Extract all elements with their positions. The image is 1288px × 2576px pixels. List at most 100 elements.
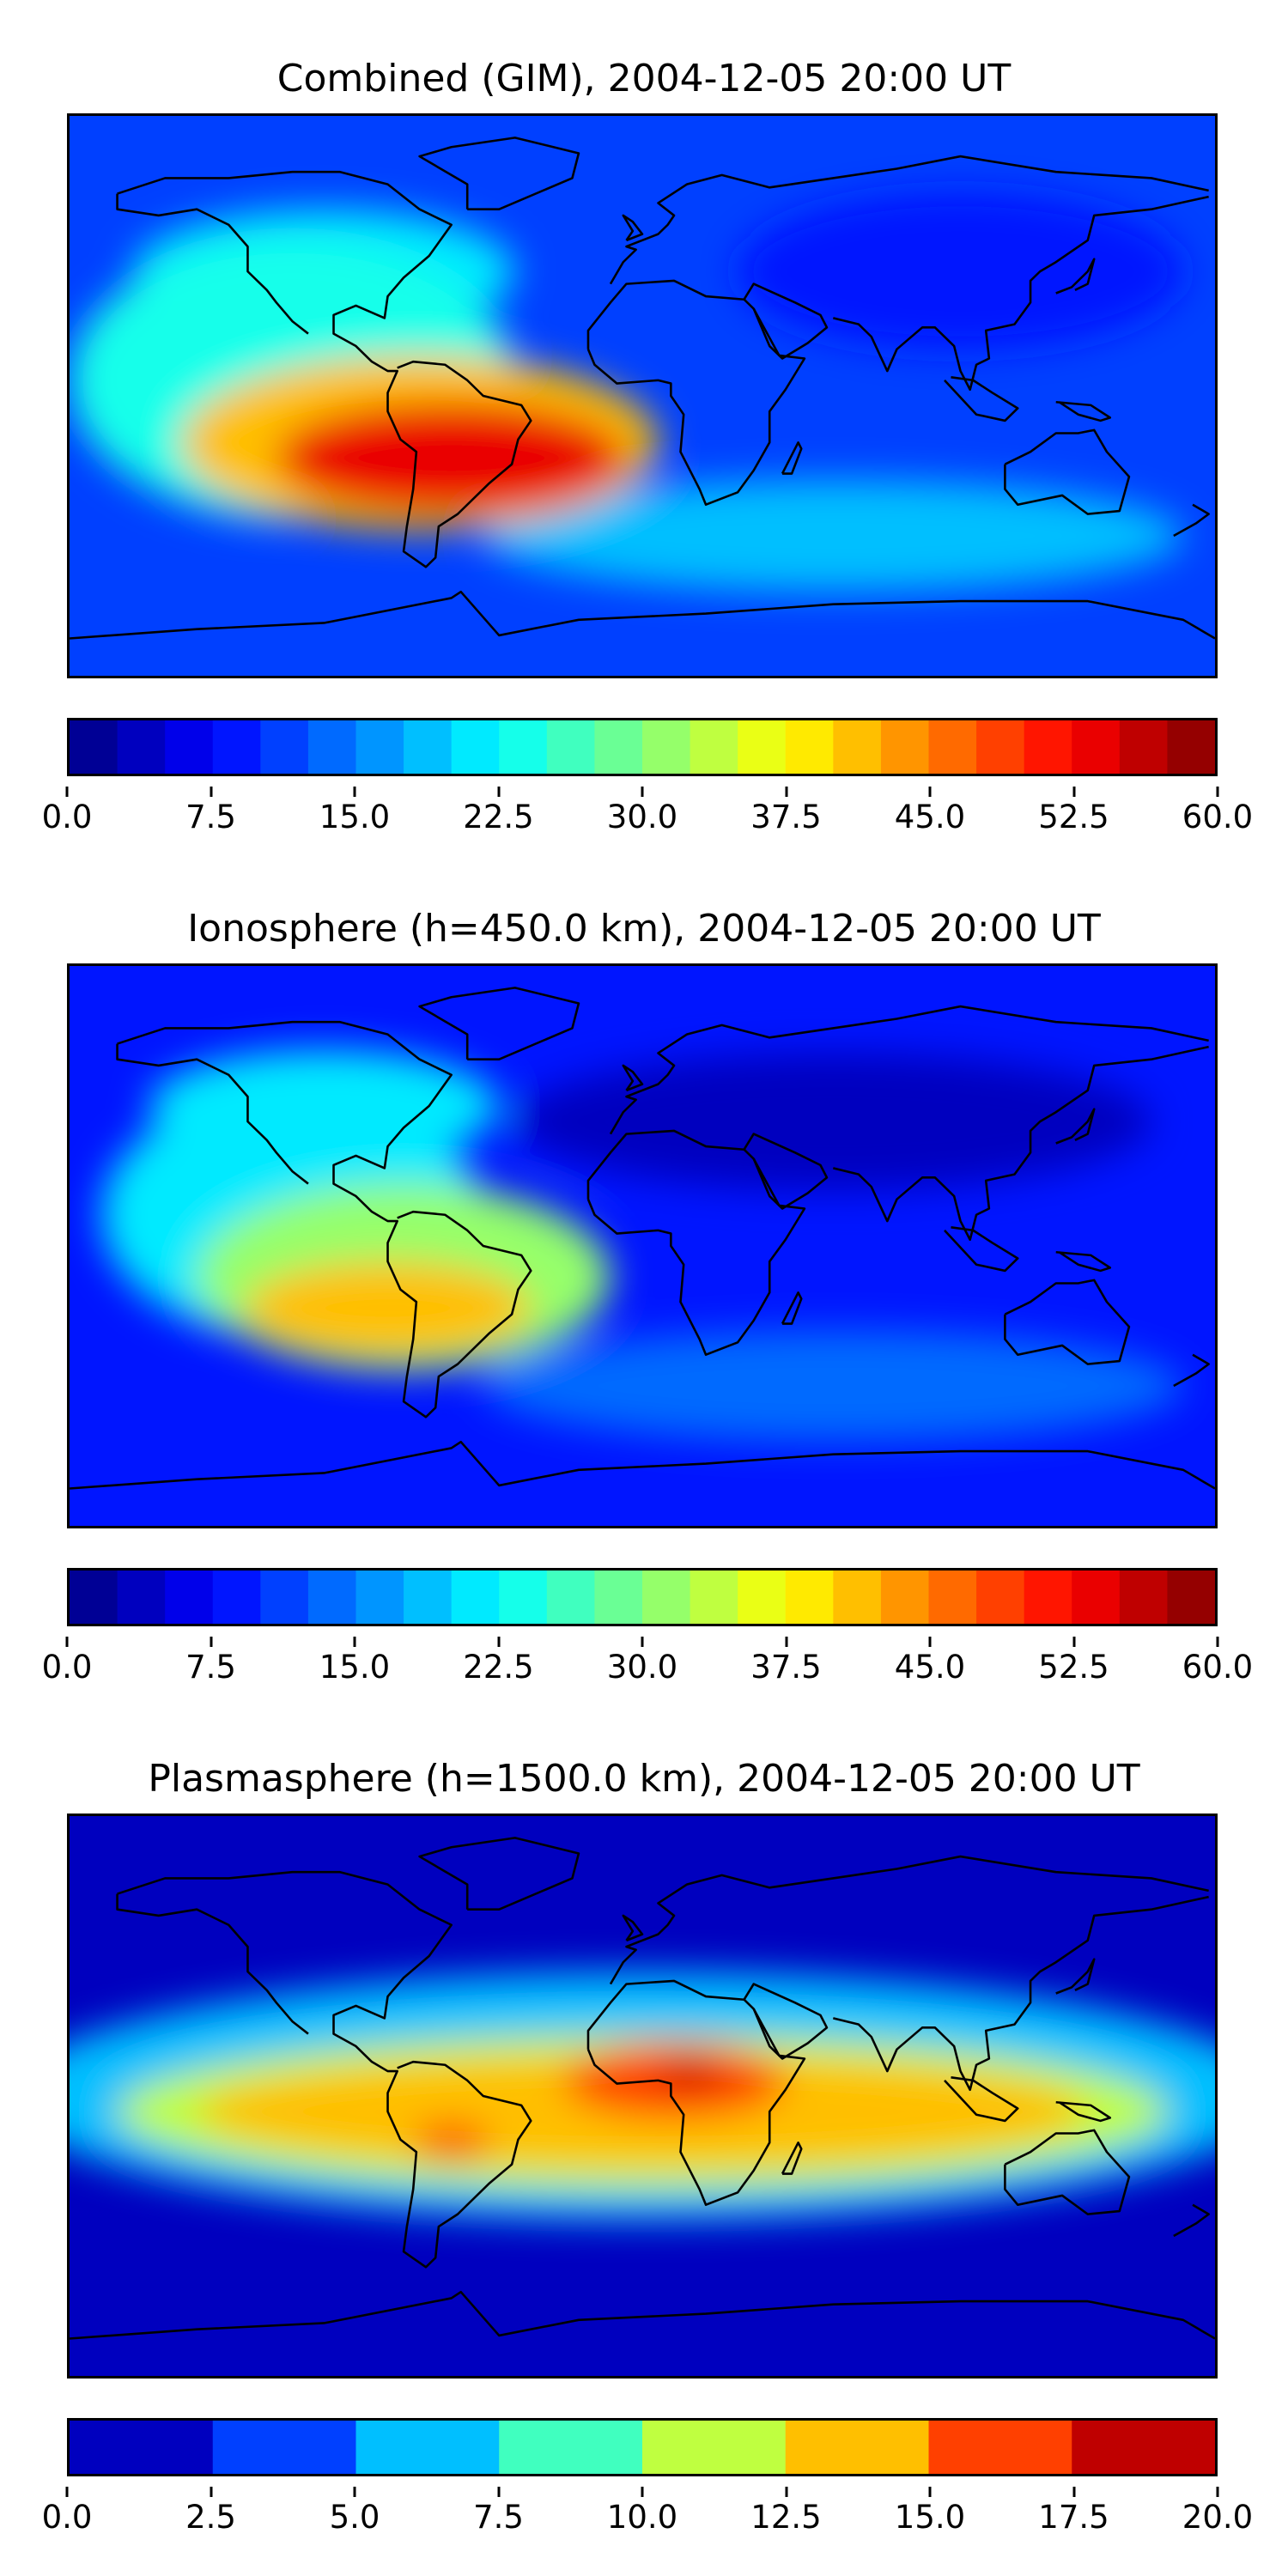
colorbar-swatch: [738, 1571, 787, 1624]
colorbar-plasmasphere: [67, 2418, 1218, 2476]
colorbar-tick-label: 22.5: [463, 1649, 534, 1686]
colorbar-tick-label: 45.0: [894, 799, 966, 835]
coastline: [609, 1855, 1209, 1985]
chart-title-combined: Combined (GIM), 2004-12-05 20:00 UT: [276, 57, 1012, 100]
coastline: [117, 1870, 532, 2269]
colorbar-tick-mark: [497, 2487, 500, 2497]
coastline: [944, 376, 1019, 422]
colorbar-tick-label: 0.0: [41, 2499, 93, 2536]
colorbar-tick-mark: [641, 787, 644, 797]
colorbar-swatch: [1072, 2421, 1215, 2474]
map-plasmasphere: [67, 1814, 1218, 2379]
colorbar-swatch: [165, 1571, 214, 1624]
colorbar-tick-mark: [353, 2487, 356, 2497]
coastline: [1055, 1958, 1096, 1995]
field-feature: [483, 479, 1183, 592]
field-feature: [483, 1329, 1183, 1443]
coastline: [116, 1893, 309, 2035]
colorbar-swatch: [594, 720, 643, 774]
colorbar-tick-mark: [497, 1637, 500, 1647]
colorbar-tick-label: 30.0: [606, 1649, 678, 1686]
coastline: [781, 441, 803, 475]
colorbar-swatch: [642, 720, 691, 774]
colorbar-tick-mark: [1072, 1637, 1075, 1647]
colorbar-swatch: [976, 720, 1025, 774]
colorbar-tick-label: 30.0: [606, 799, 678, 835]
coastline: [622, 214, 644, 242]
colorbar-swatch: [1072, 720, 1121, 774]
coastline: [1055, 1250, 1112, 1273]
coastline: [586, 1979, 806, 2207]
coastline: [743, 1983, 829, 2060]
colorbar-swatch: [1024, 720, 1072, 774]
colorbar-tick-label: 7.5: [473, 2499, 524, 2536]
colorbar-ionosphere: [67, 1568, 1218, 1626]
colorbar-swatch: [833, 1571, 882, 1624]
colorbar-tick-mark: [65, 787, 69, 797]
colorbar-swatch: [738, 720, 787, 774]
colorbar-swatches-ionosphere: [70, 1571, 1215, 1624]
colorbar-swatch: [307, 720, 357, 774]
colorbar-swatch: [785, 2421, 930, 2474]
colorbar-tick-mark: [497, 787, 500, 797]
colorbar-tick-label: 2.5: [185, 2499, 236, 2536]
colorbar-swatch: [70, 720, 118, 774]
colorbar-tick-mark: [210, 2487, 212, 2497]
colorbar-tick-mark: [928, 2487, 932, 2497]
colorbar-swatch: [785, 1571, 834, 1624]
chart-title-plasmasphere: Plasmasphere (h=1500.0 km), 2004-12-05 2…: [148, 1757, 1140, 1801]
colorbar-tick-label: 60.0: [1182, 799, 1254, 835]
map-ionosphere: [67, 963, 1218, 1528]
coastline: [622, 1914, 644, 1942]
colorbar-swatch: [70, 2421, 214, 2474]
field-feature: [658, 2058, 722, 2084]
colorbar-tick-label: 37.5: [750, 799, 822, 835]
colorbar-swatch: [594, 1571, 643, 1624]
colorbar-tick-mark: [1216, 1637, 1219, 1647]
colorbar-swatch: [928, 1571, 977, 1624]
colorbar-swatch: [260, 1571, 309, 1624]
colorbar-tick-mark: [65, 2487, 69, 2497]
coastline: [586, 1129, 806, 1357]
colorbar-swatch: [307, 1571, 357, 1624]
coastline: [1004, 2129, 1131, 2215]
colorbar-tick-mark: [641, 2487, 644, 2497]
coastline: [116, 1043, 309, 1185]
colorbar-tick-mark: [210, 1637, 212, 1647]
colorbar-tick-label: 20.0: [1182, 2499, 1254, 2536]
colorbar-swatch: [1167, 720, 1215, 774]
colorbar-swatch: [1167, 1571, 1215, 1624]
colorbar-tick-mark: [785, 787, 787, 797]
coastline: [117, 170, 532, 568]
coastline: [832, 195, 1209, 392]
colorbar-swatch: [165, 720, 214, 774]
colorbar-tick-label: 15.0: [319, 799, 391, 835]
colorbar-tick-label: 0.0: [41, 1649, 93, 1686]
colorbar-tick-mark: [785, 2487, 787, 2497]
colorbar-tick-label: 15.0: [894, 2499, 966, 2536]
coastline: [1055, 400, 1112, 422]
colorbar-swatch: [880, 720, 930, 774]
colorbar-swatch: [499, 720, 548, 774]
colorbar-tick-mark: [1216, 787, 1219, 797]
coastline: [609, 155, 1209, 285]
coastline: [1055, 258, 1096, 295]
contour-field-plasmasphere: [70, 1816, 1215, 2376]
colorbar-tick-mark: [928, 1637, 932, 1647]
colorbar-swatch: [1072, 1571, 1121, 1624]
colorbar-tick-mark: [353, 787, 356, 797]
contour-field-ionosphere: [70, 966, 1215, 1526]
colorbar-swatch: [1119, 720, 1169, 774]
colorbar-swatch: [642, 1571, 691, 1624]
colorbar-swatch: [355, 1571, 404, 1624]
coastline: [832, 1045, 1209, 1242]
coastline: [781, 1291, 803, 1325]
colorbar-swatch: [928, 720, 977, 774]
colorbar-swatch: [499, 1571, 548, 1624]
field-feature: [514, 1053, 1151, 1190]
coastline: [1004, 1279, 1131, 1365]
colorbar-swatch: [212, 720, 261, 774]
field-feature: [276, 402, 627, 514]
coastline: [832, 1895, 1209, 2092]
coastline: [781, 2142, 803, 2175]
